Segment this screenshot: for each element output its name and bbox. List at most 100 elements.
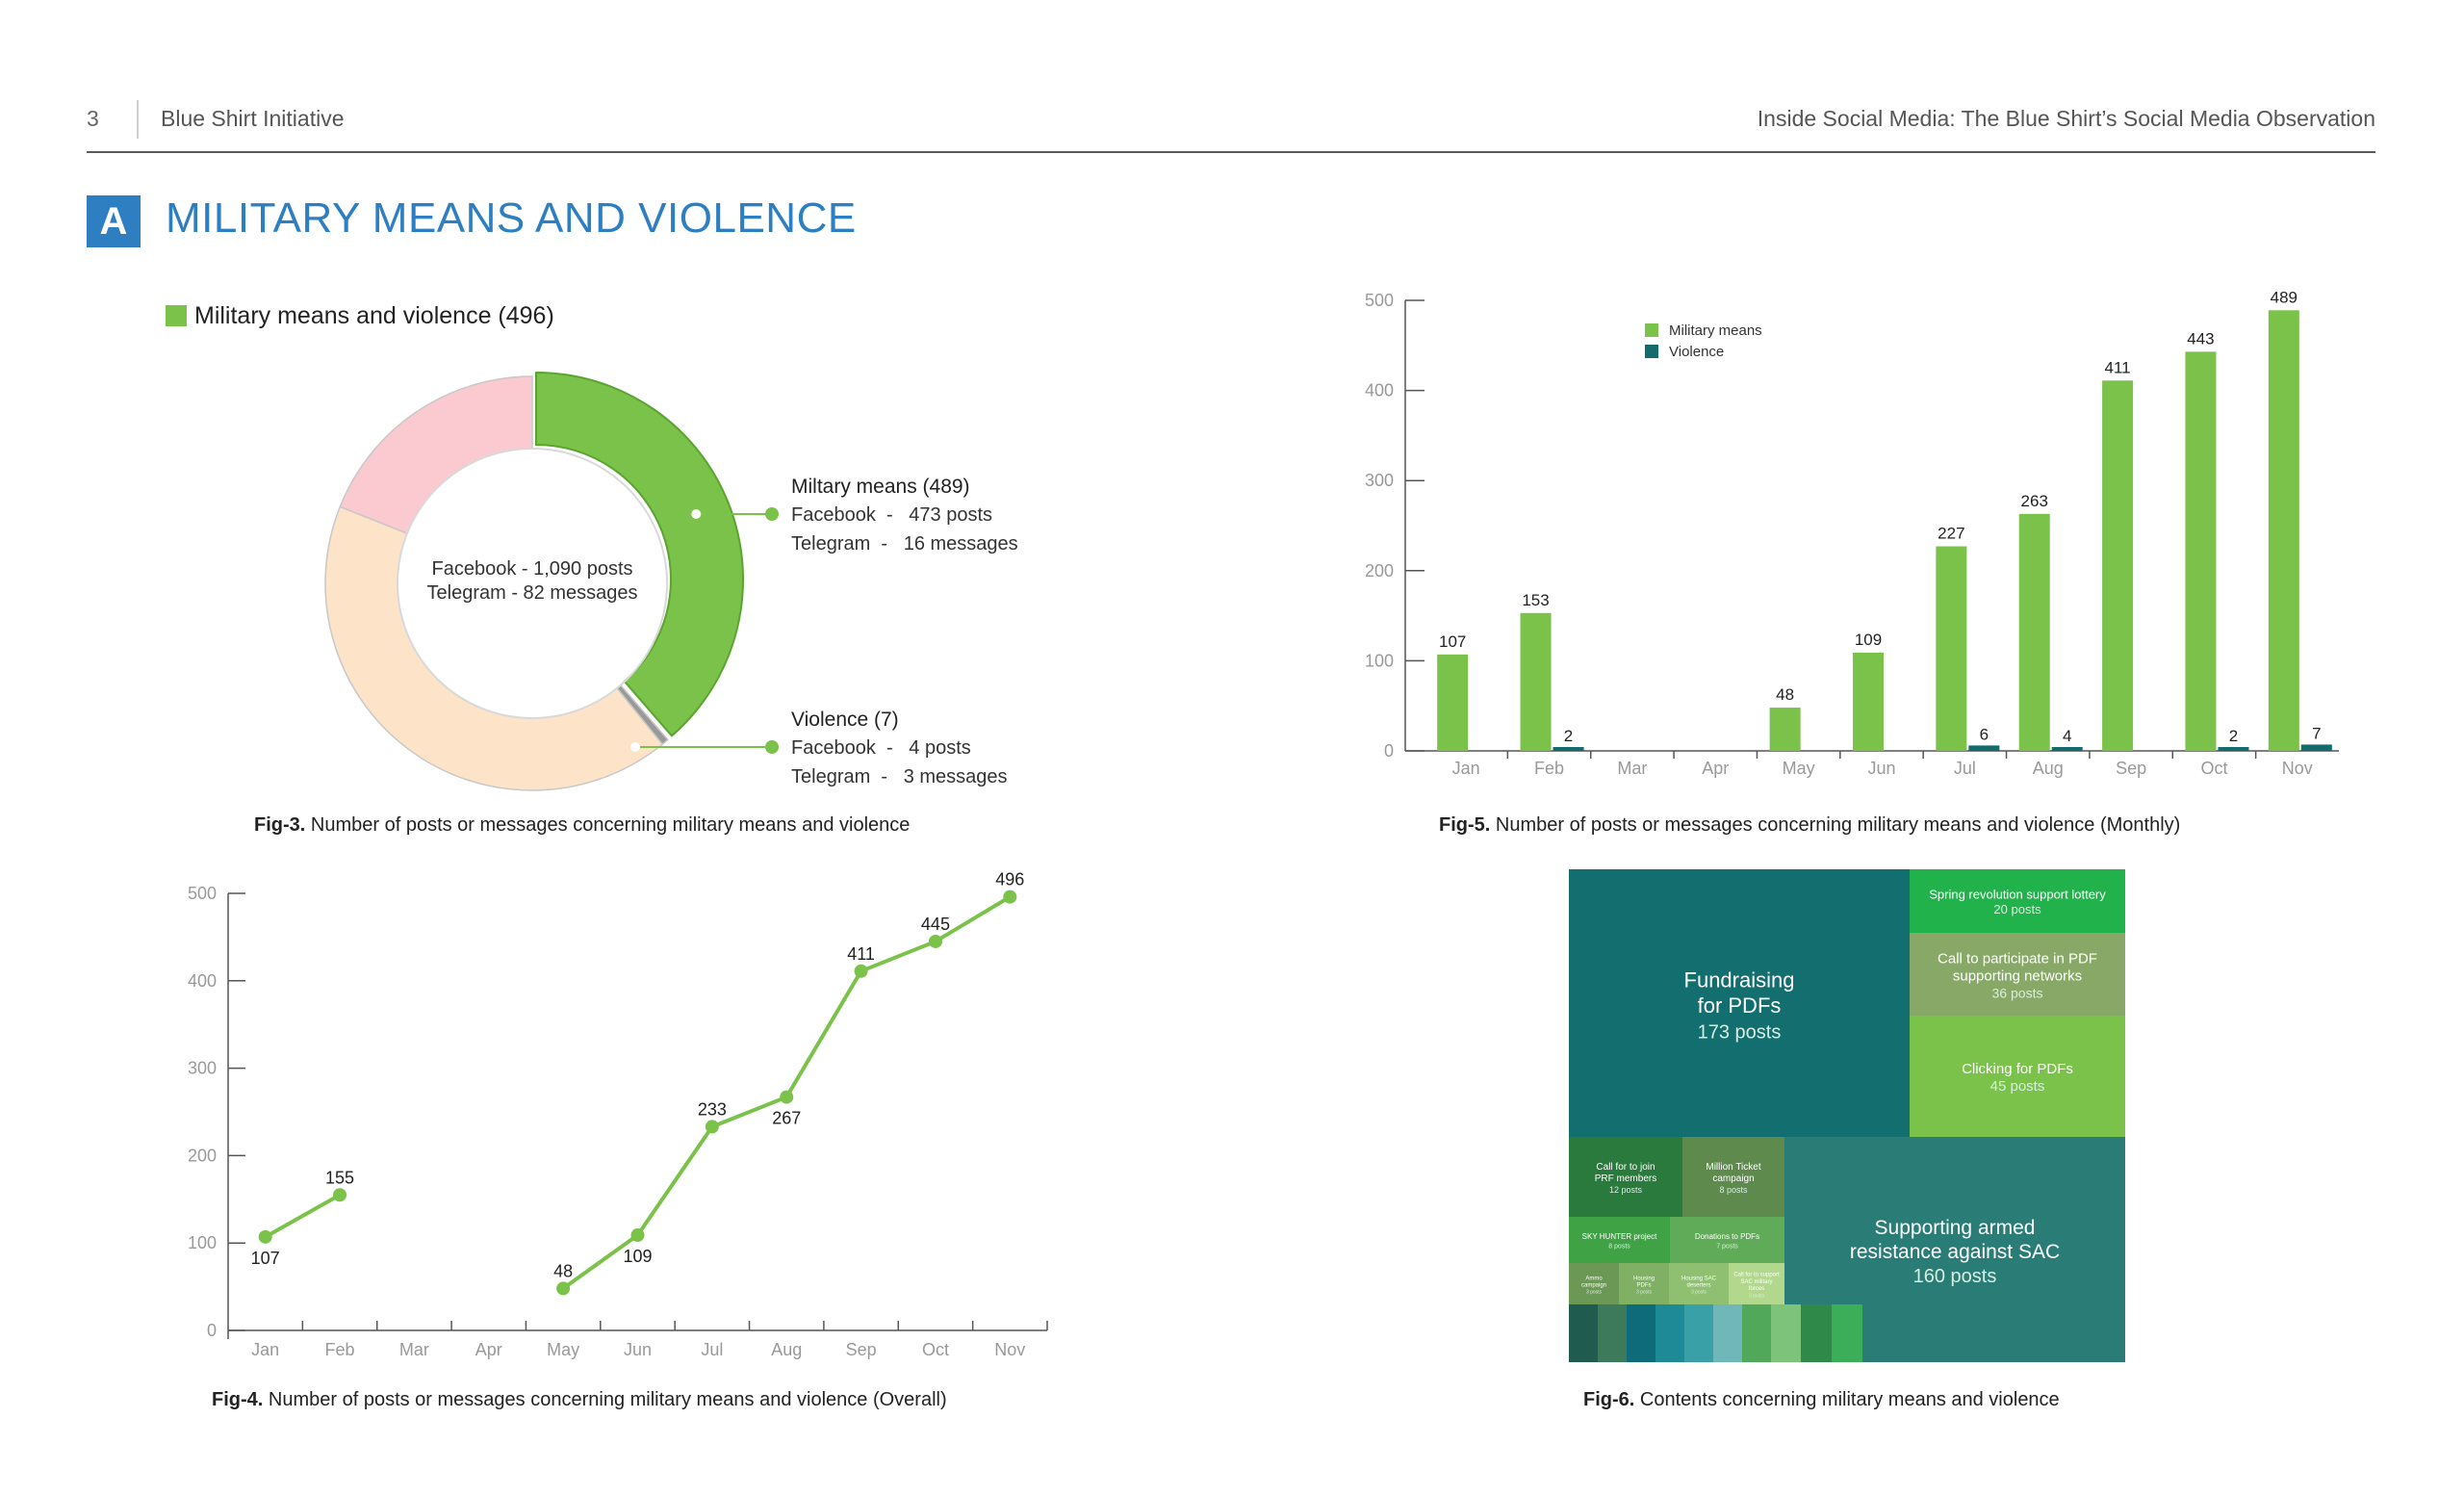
fig4-point-label: 155 <box>325 1168 354 1187</box>
fig5-caption-text: Number of posts or messages concerning m… <box>1490 814 2181 836</box>
fig6-tile-posts: 36 posts <box>1992 986 2043 1001</box>
fig5-y-tick-label: 500 <box>1365 291 1394 310</box>
fig4-series-line <box>264 1193 342 1239</box>
fig5-legend-swatch <box>1645 345 1658 358</box>
fig5-x-tick-label: Jun <box>1867 759 1895 778</box>
fig3-center-line: Telegram - 82 messages <box>427 582 638 604</box>
fig4-point <box>780 1090 794 1104</box>
fig5-bar-label: 109 <box>1855 631 1882 649</box>
fig6-tile-posts: 7 posts <box>1716 1244 1738 1251</box>
header-right-title: Inside Social Media: The Blue Shirt’s So… <box>1757 106 2375 131</box>
fig4-caption-label: Fig-4. <box>212 1389 264 1410</box>
header-divider <box>137 100 139 139</box>
fig4-x-tick-label: May <box>547 1340 579 1359</box>
fig5-x-tick-label: Aug <box>2033 759 2064 778</box>
fig5-bar-label: 2 <box>1564 727 1573 745</box>
fig5-y-tick-label: 100 <box>1365 651 1394 670</box>
fig4-y-tick-label: 300 <box>188 1059 217 1078</box>
fig4-line-chart: 0 100 200 300 400 500 Jan Feb Mar Apr May Jun Jul Aug… <box>188 870 1048 1359</box>
fig4-point <box>854 964 868 978</box>
fig6-tile-title: Call for to join <box>1596 1162 1655 1173</box>
fig5-bar-label: 153 <box>1522 591 1549 609</box>
fig6-tile-posts: 45 posts <box>1990 1078 2045 1095</box>
fig4-y-tick-label: 100 <box>188 1233 217 1252</box>
fig5-bar-military <box>1936 546 1967 751</box>
fig5-bar-chart: 0 100 200 300 400 500 Jan 107 Feb 153 2 Mar Apr May 48… <box>1365 288 2339 778</box>
fig4-point <box>333 1188 347 1202</box>
fig6-tile-title: Donations to PDFs <box>1695 1232 1759 1241</box>
fig4-y-tick-label: 400 <box>188 971 217 991</box>
fig4-x-tick-label: Aug <box>771 1340 802 1359</box>
fig6-tile-title: resistance against SAC <box>1850 1241 2060 1263</box>
fig5-y-tick-label: 0 <box>1384 741 1394 761</box>
fig5-x-tick-label: Sep <box>2116 759 2146 778</box>
fig3-callout-dot <box>765 740 779 754</box>
fig3-callout-line2: Telegram - 16 messages <box>791 533 1018 555</box>
fig5-x-tick-label: Jul <box>1954 759 1976 778</box>
fig4-x-tick-label: Jun <box>624 1340 652 1359</box>
fig4-x-tick-label: Mar <box>399 1340 429 1359</box>
fig5-bar-label: 263 <box>2021 492 2048 510</box>
fig4-point-label: 233 <box>698 1099 727 1119</box>
fig6-tile-title: for PDFs <box>1698 993 1782 1018</box>
fig5-x-tick-label: Apr <box>1702 759 1729 778</box>
fig6-tile-title: PDFs <box>1637 1283 1652 1289</box>
fig5-legend-label: Violence <box>1669 344 1724 360</box>
fig6-tile-posts: 3 posts <box>1586 1290 1603 1296</box>
fig4-caption-text: Number of posts or messages concerning m… <box>263 1389 947 1410</box>
fig6-small-tile <box>1742 1304 1771 1362</box>
fig6-tile-posts: 8 posts <box>1719 1185 1748 1195</box>
fig6-caption-text: Contents concerning military means and v… <box>1634 1389 2060 1410</box>
fig6-tile <box>1910 869 2125 933</box>
fig4-point <box>556 1281 571 1296</box>
fig6-small-tile <box>1569 1304 1598 1362</box>
fig6-tile <box>1729 1263 1784 1304</box>
fig6-tile-posts: 160 posts <box>1913 1266 1997 1287</box>
fig5-bar-military <box>1520 612 1552 751</box>
fig4-point-label: 496 <box>995 870 1024 890</box>
fig4-point <box>1003 890 1017 904</box>
fig3-callout-title: Violence (7) <box>791 709 899 731</box>
fig3-caption-label: Fig-3. <box>254 814 306 836</box>
fig3-legend-label: Military means and violence (496) <box>194 302 554 329</box>
fig4-point-label: 267 <box>772 1109 801 1128</box>
fig5-bar-label: 48 <box>1776 685 1794 704</box>
fig4-y-tick-label: 200 <box>188 1146 217 1165</box>
fig6-tile-title: deserters <box>1686 1283 1710 1289</box>
fig6-tile-title: Supporting armed <box>1875 1217 2036 1239</box>
fig6-tile <box>1619 1263 1669 1304</box>
fig6-tile-title: Million Ticket <box>1706 1162 1760 1173</box>
fig6-small-tile <box>1801 1304 1832 1362</box>
fig6-tile-title: Clicking for PDFs <box>1962 1061 2073 1077</box>
fig4-x-tick-label: Oct <box>922 1340 949 1359</box>
fig6-caption: Fig-6. Contents concerning military mean… <box>1583 1389 2060 1411</box>
fig4-point <box>928 934 942 948</box>
fig5-bar-label: 4 <box>2063 727 2071 745</box>
fig3-callout-dot <box>765 507 779 521</box>
fig6-tile-title: forces <box>1749 1286 1764 1292</box>
section-badge: A <box>87 195 141 247</box>
fig4-y-tick-label: 0 <box>207 1321 217 1340</box>
fig5-y-tick-label: 200 <box>1365 561 1394 580</box>
fig6-tile <box>1670 1217 1784 1263</box>
fig6-tile <box>1682 1137 1784 1217</box>
fig6-tile-title: Call to participate in PDF <box>1938 951 2097 967</box>
fig5-caption: Fig-5. Number of posts or messages conce… <box>1439 814 2180 837</box>
fig5-x-tick-label: Nov <box>2282 759 2313 778</box>
fig5-x-tick-label: Mar <box>1617 759 1647 778</box>
fig6-small-tile <box>1713 1304 1742 1362</box>
fig3-donut-chart: Military means and violence (496) Faceboo… <box>166 302 1018 791</box>
fig4-x-tick-label: Feb <box>325 1340 355 1359</box>
fig6-caption-label: Fig-6. <box>1583 1389 1635 1410</box>
fig3-callout-anchor <box>691 509 702 519</box>
fig3-legend-swatch <box>166 305 187 326</box>
fig4-point <box>258 1229 272 1244</box>
fig5-legend-label: Military means <box>1669 322 1762 339</box>
fig5-y-tick-label: 300 <box>1365 471 1394 490</box>
fig6-tile <box>1569 869 1910 1137</box>
fig6-small-tile <box>1598 1304 1627 1362</box>
fig4-x-tick-label: Jan <box>251 1340 279 1359</box>
fig5-bar-label: 7 <box>2312 724 2321 742</box>
fig6-tile-title: supporting networks <box>1953 968 2082 985</box>
fig6-tile-posts: 3 posts <box>1691 1290 1707 1296</box>
